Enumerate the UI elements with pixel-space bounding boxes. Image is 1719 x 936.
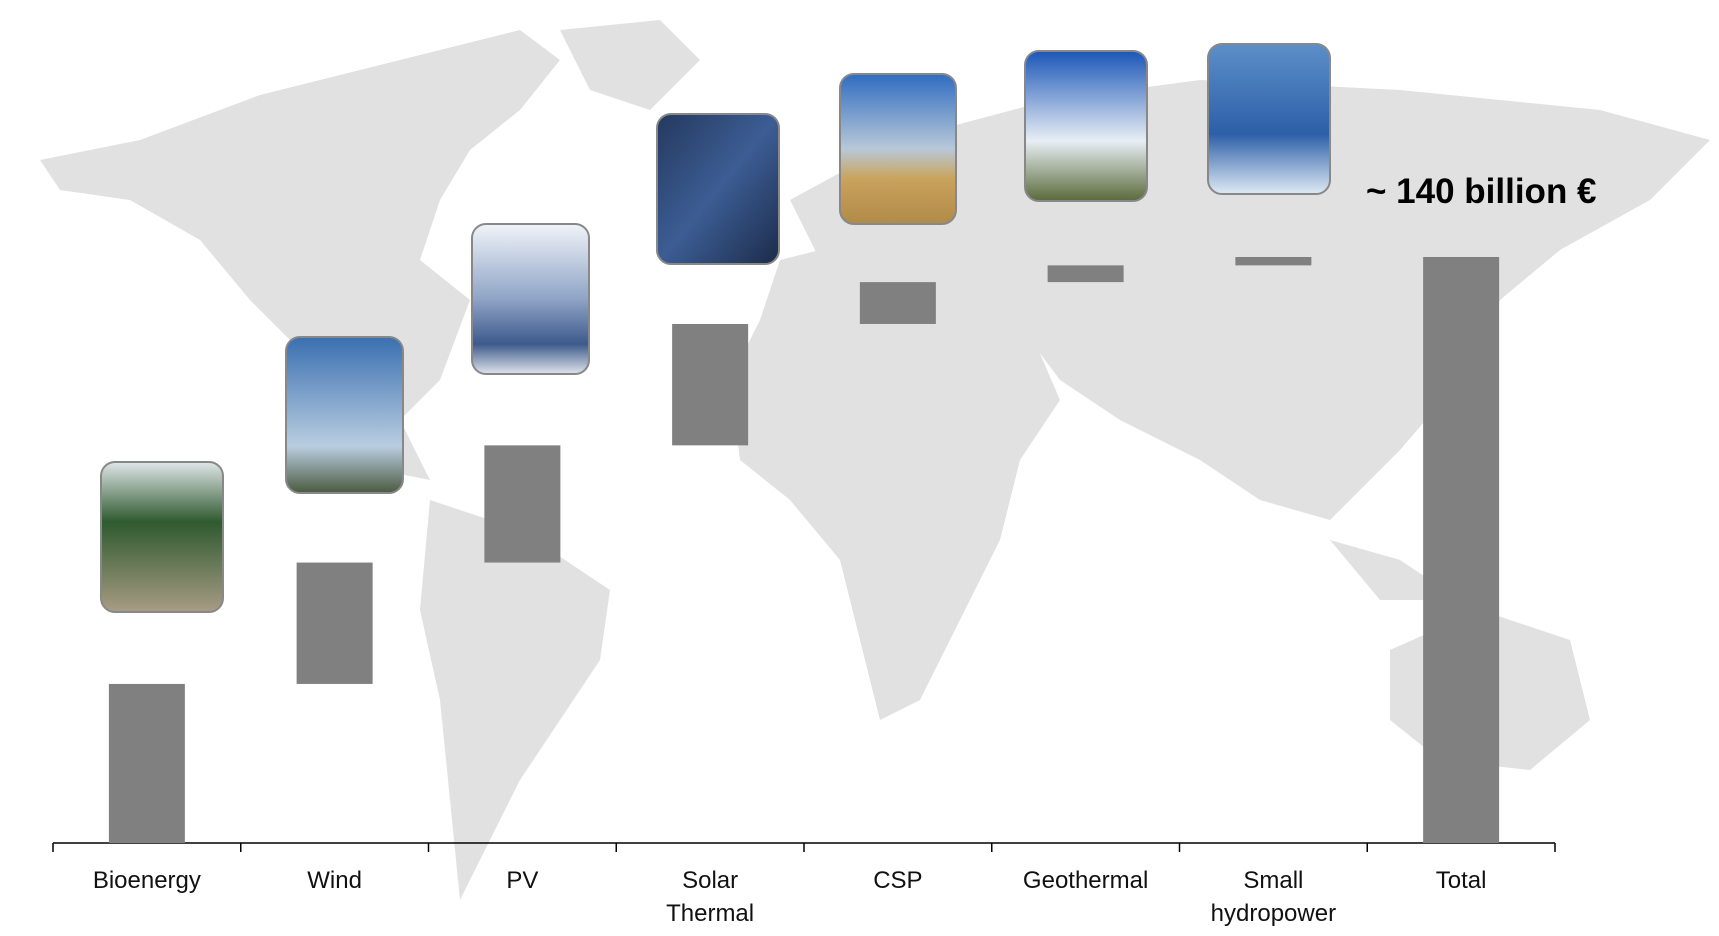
x-tick-label: Small hydropower: [1210, 867, 1337, 927]
x-tick-label: Wind: [307, 867, 362, 894]
photo-geothermal: [1024, 50, 1148, 202]
photo-csp: [839, 73, 957, 225]
photo-wind: [285, 336, 404, 494]
x-tick-label: Solar Thermal: [666, 867, 755, 927]
bar: [484, 445, 561, 563]
annotation: ~ 140 billion €: [1366, 172, 1597, 211]
x-tick-label: PV: [506, 867, 539, 894]
photo-solar-thermal: [656, 113, 780, 265]
photo-pv: [471, 223, 590, 375]
x-tick-label: Bioenergy: [92, 867, 201, 894]
photo-hydropower: [1207, 43, 1331, 195]
x-tick-label: CSP: [873, 867, 923, 894]
bar: [859, 282, 936, 324]
photos: [100, 43, 1331, 613]
bar: [1235, 257, 1312, 266]
bar: [672, 323, 749, 446]
world-map: [40, 20, 1710, 900]
bar: [1423, 257, 1500, 843]
bar: [108, 683, 185, 843]
bar: [296, 562, 373, 684]
bar: [1047, 265, 1124, 283]
x-tick-label: Total: [1435, 867, 1487, 894]
photo-bioenergy: [100, 461, 224, 613]
x-tick-label: Geothermal: [1022, 867, 1149, 894]
